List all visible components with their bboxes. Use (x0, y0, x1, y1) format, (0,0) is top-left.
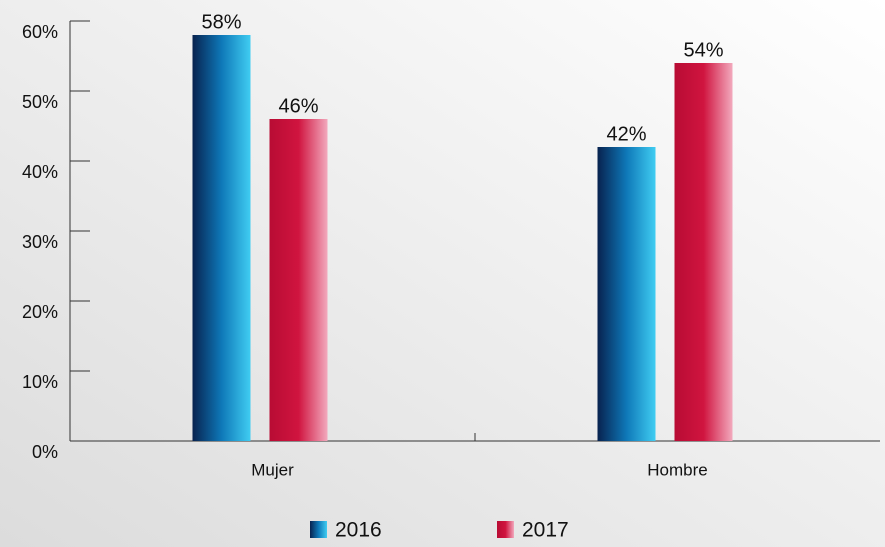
bar (597, 147, 656, 441)
y-tick-label: 60% (22, 22, 58, 42)
value-label: 54% (683, 39, 723, 61)
y-tick-label: 20% (22, 302, 58, 322)
y-tick-label: 40% (22, 162, 58, 182)
y-tick-label: 10% (22, 372, 58, 392)
legend-swatch (497, 521, 514, 538)
bar (192, 35, 251, 441)
bar (269, 119, 328, 441)
legend-label: 2016 (335, 519, 382, 542)
value-label: 58% (201, 11, 241, 33)
y-tick-label: 30% (22, 232, 58, 252)
bar (674, 63, 733, 441)
y-tick-label: 50% (22, 92, 58, 112)
legend-swatch (310, 521, 327, 538)
x-tick-label: Hombre (647, 460, 707, 479)
value-label: 42% (606, 123, 646, 145)
legend-label: 2017 (522, 519, 569, 542)
y-tick-label: 0% (32, 442, 58, 462)
value-label: 46% (278, 95, 318, 117)
x-tick-label: Mujer (251, 460, 294, 479)
